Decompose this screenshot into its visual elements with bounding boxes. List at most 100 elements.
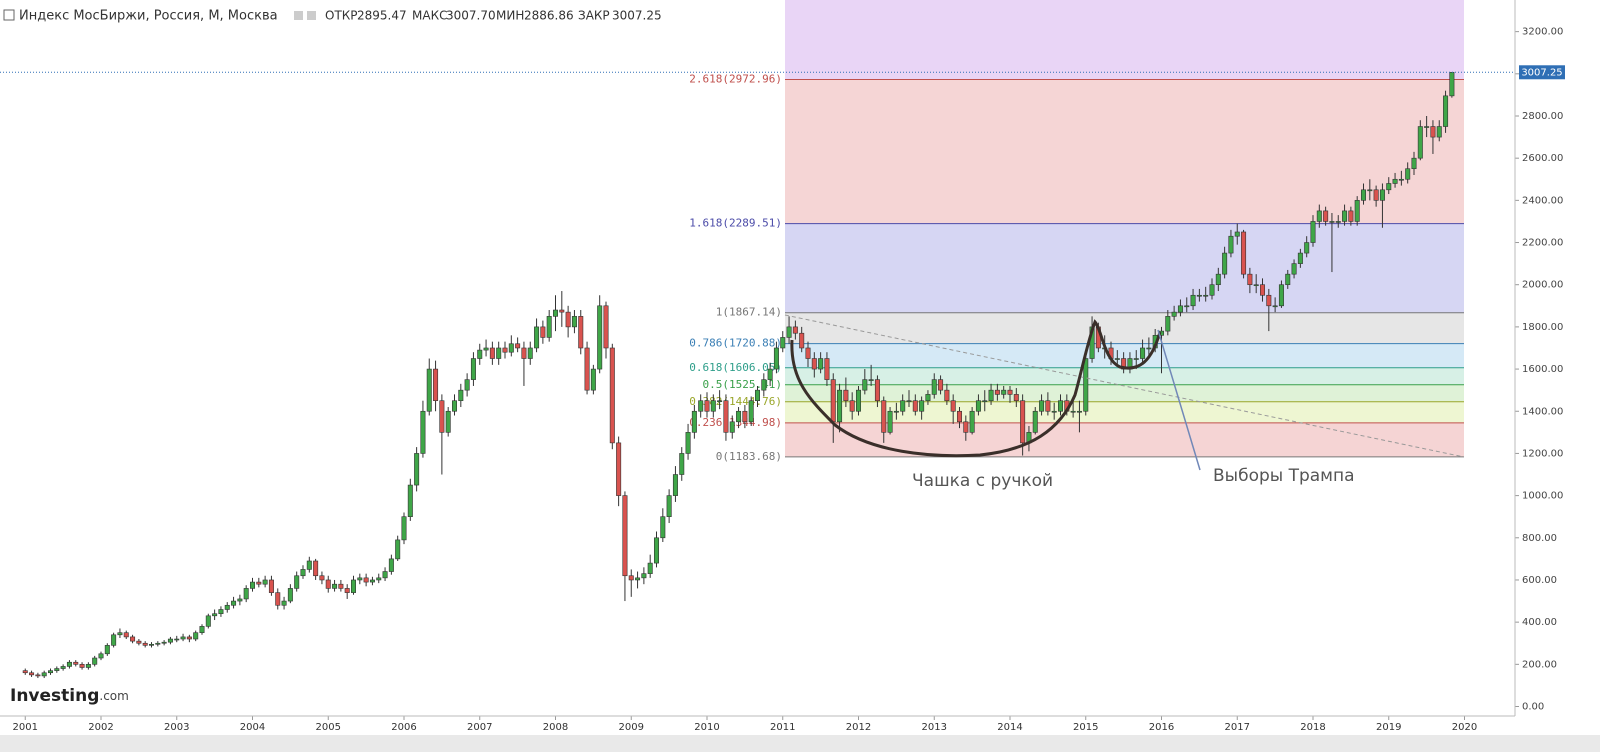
candle-body	[786, 326, 792, 338]
fib-band	[785, 312, 1464, 344]
candle-body	[963, 421, 969, 433]
fib-label: 0.236(1344.98)	[689, 416, 782, 429]
candle-body	[344, 588, 350, 593]
close-value: 3007.25	[612, 9, 662, 23]
candle-body	[313, 560, 319, 577]
y-tick-label: 1600.00	[1522, 364, 1563, 375]
open-label: ОТКР	[325, 9, 358, 23]
candle-body	[818, 358, 824, 370]
y-tick-label: 0.00	[1522, 702, 1544, 713]
candle-body	[1443, 95, 1449, 127]
candle-body	[1285, 273, 1291, 286]
candle-body	[60, 666, 66, 669]
candle-body	[22, 670, 28, 674]
candle-body	[1342, 210, 1348, 222]
candle-body	[1196, 294, 1202, 297]
candle-body	[1171, 311, 1177, 317]
y-tick-label: 2600.00	[1522, 153, 1563, 164]
candle-body	[496, 347, 502, 359]
fib-label: 1(1867.14)	[716, 306, 782, 319]
y-tick-label: 1800.00	[1522, 322, 1563, 333]
candle-body	[1367, 189, 1373, 192]
candle-body	[130, 636, 136, 642]
candle-body	[1045, 400, 1051, 412]
candle-body	[1272, 305, 1278, 308]
candle-body	[85, 664, 91, 668]
candle-body	[1449, 71, 1455, 97]
candle-body	[988, 389, 994, 402]
candle-body	[1260, 284, 1266, 296]
candle-body	[672, 474, 678, 496]
candle-body	[969, 410, 975, 433]
candle-body	[527, 347, 533, 359]
candle-body	[275, 592, 281, 606]
candle-body	[780, 337, 786, 349]
candle-body	[420, 410, 426, 454]
candle-body	[92, 657, 98, 665]
logo-brand: Investing	[10, 686, 99, 706]
candle-body	[98, 653, 104, 659]
candle-body	[742, 410, 748, 423]
candle-body	[830, 379, 836, 423]
close-icon	[307, 11, 316, 20]
candle-body	[1386, 183, 1392, 191]
candle-body	[414, 453, 420, 486]
candle-body	[231, 600, 237, 606]
candle-body	[1209, 284, 1215, 296]
candle-body	[616, 442, 622, 496]
candle-body	[66, 661, 72, 667]
candle-body	[698, 400, 704, 412]
candle-body	[104, 645, 110, 655]
candle-body	[502, 347, 508, 353]
candle-body	[73, 661, 79, 665]
cup-handle-curve	[790, 319, 1162, 458]
x-tick-label: 2019	[1376, 722, 1401, 733]
y-tick-label: 400.00	[1522, 617, 1557, 628]
candle-body	[458, 389, 464, 402]
candle-body	[1222, 252, 1228, 275]
candle-body	[1424, 126, 1430, 128]
candle-body	[470, 358, 476, 380]
candle-body	[262, 579, 268, 585]
candle-body	[325, 579, 331, 589]
candle-body	[1379, 189, 1385, 201]
candle-body	[1076, 410, 1082, 413]
candle-body	[1348, 210, 1354, 222]
y-tick-label: 200.00	[1522, 659, 1557, 670]
x-tick-label: 2011	[770, 722, 795, 733]
candle-body	[799, 332, 805, 349]
candle-body	[123, 632, 129, 638]
candle-body	[161, 641, 167, 644]
pattern-annotation: Чашка с ручкой	[912, 471, 1053, 491]
candle-body	[1373, 189, 1379, 201]
candle-body	[332, 583, 338, 589]
candle-body	[635, 577, 641, 581]
candle-body	[205, 615, 211, 627]
high-value: 3007.70	[446, 9, 496, 23]
candle-body	[483, 347, 489, 351]
x-tick-label: 2014	[997, 722, 1022, 733]
fib-label: 2.618(2972.96)	[689, 73, 782, 86]
candle-body	[376, 577, 382, 581]
fib-band	[785, 384, 1464, 402]
candle-body	[1430, 126, 1436, 138]
candle-body	[559, 309, 565, 313]
x-tick-label: 2016	[1149, 722, 1174, 733]
candle-body	[1278, 284, 1284, 307]
y-tick-label: 1200.00	[1522, 448, 1563, 459]
candle-body	[578, 316, 584, 349]
candle-body	[142, 642, 148, 646]
x-tick-label: 2017	[1225, 722, 1250, 733]
candle-body	[1228, 235, 1234, 254]
event-annotation: Выборы Трампа	[1213, 466, 1355, 486]
candle-body	[597, 305, 603, 370]
candle-body	[1083, 358, 1089, 412]
candle-body	[256, 581, 262, 585]
event-arrow	[1157, 329, 1201, 471]
candle-body	[382, 571, 388, 579]
candle-body	[805, 347, 811, 359]
candle-body	[767, 368, 773, 380]
candle-body	[565, 311, 571, 328]
fib-band	[785, 401, 1464, 423]
candle-body	[515, 343, 521, 349]
